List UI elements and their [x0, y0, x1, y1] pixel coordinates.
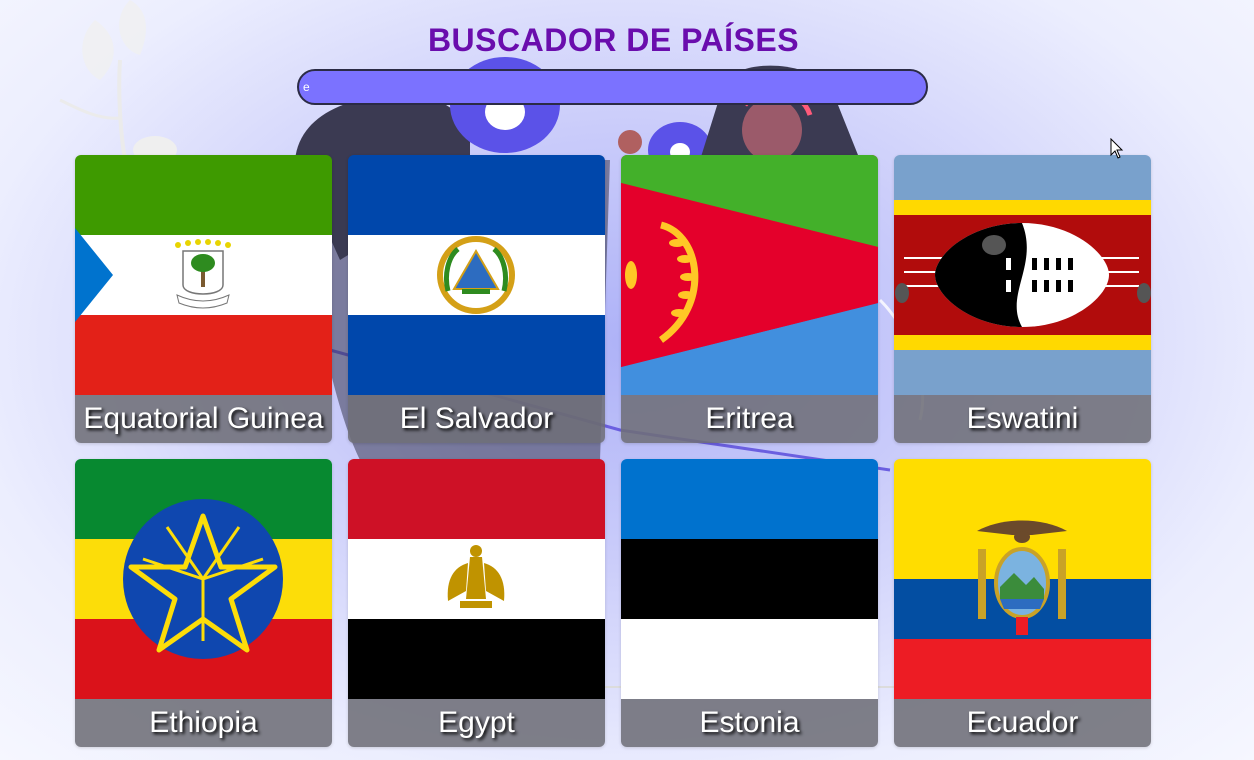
mouse-cursor-icon [1110, 138, 1124, 159]
country-card-el-salvador[interactable]: El Salvador [348, 155, 605, 443]
country-name: Equatorial Guinea [75, 395, 332, 443]
egypt-flag-icon [348, 459, 605, 699]
country-name: Estonia [621, 699, 878, 747]
country-card-eswatini[interactable]: Eswatini [894, 155, 1151, 443]
country-name: Egypt [348, 699, 605, 747]
country-name: Eritrea [621, 395, 878, 443]
estonia-flag-icon [621, 459, 878, 699]
ethiopia-flag-icon [75, 459, 332, 699]
el-salvador-flag-icon [348, 155, 605, 395]
country-name: Ecuador [894, 699, 1151, 747]
ecuador-flag-icon [894, 459, 1151, 699]
equatorial-guinea-flag-icon [75, 155, 332, 395]
country-card-estonia[interactable]: Estonia [621, 459, 878, 747]
country-grid: Equatorial Guinea El Salvador [75, 155, 1151, 747]
country-name: Eswatini [894, 395, 1151, 443]
country-card-ecuador[interactable]: Ecuador [894, 459, 1151, 747]
country-card-ethiopia[interactable]: Ethiopia [75, 459, 332, 747]
page-title: BUSCADOR DE PAÍSES [427, 22, 800, 58]
eritrea-flag-icon [621, 155, 878, 395]
country-card-equatorial-guinea[interactable]: Equatorial Guinea [75, 155, 332, 443]
country-name: Ethiopia [75, 699, 332, 747]
country-name: El Salvador [348, 395, 605, 443]
eswatini-flag-icon [894, 155, 1151, 395]
country-card-eritrea[interactable]: Eritrea [621, 155, 878, 443]
country-card-egypt[interactable]: Egypt [348, 459, 605, 747]
search-input[interactable] [297, 69, 928, 105]
